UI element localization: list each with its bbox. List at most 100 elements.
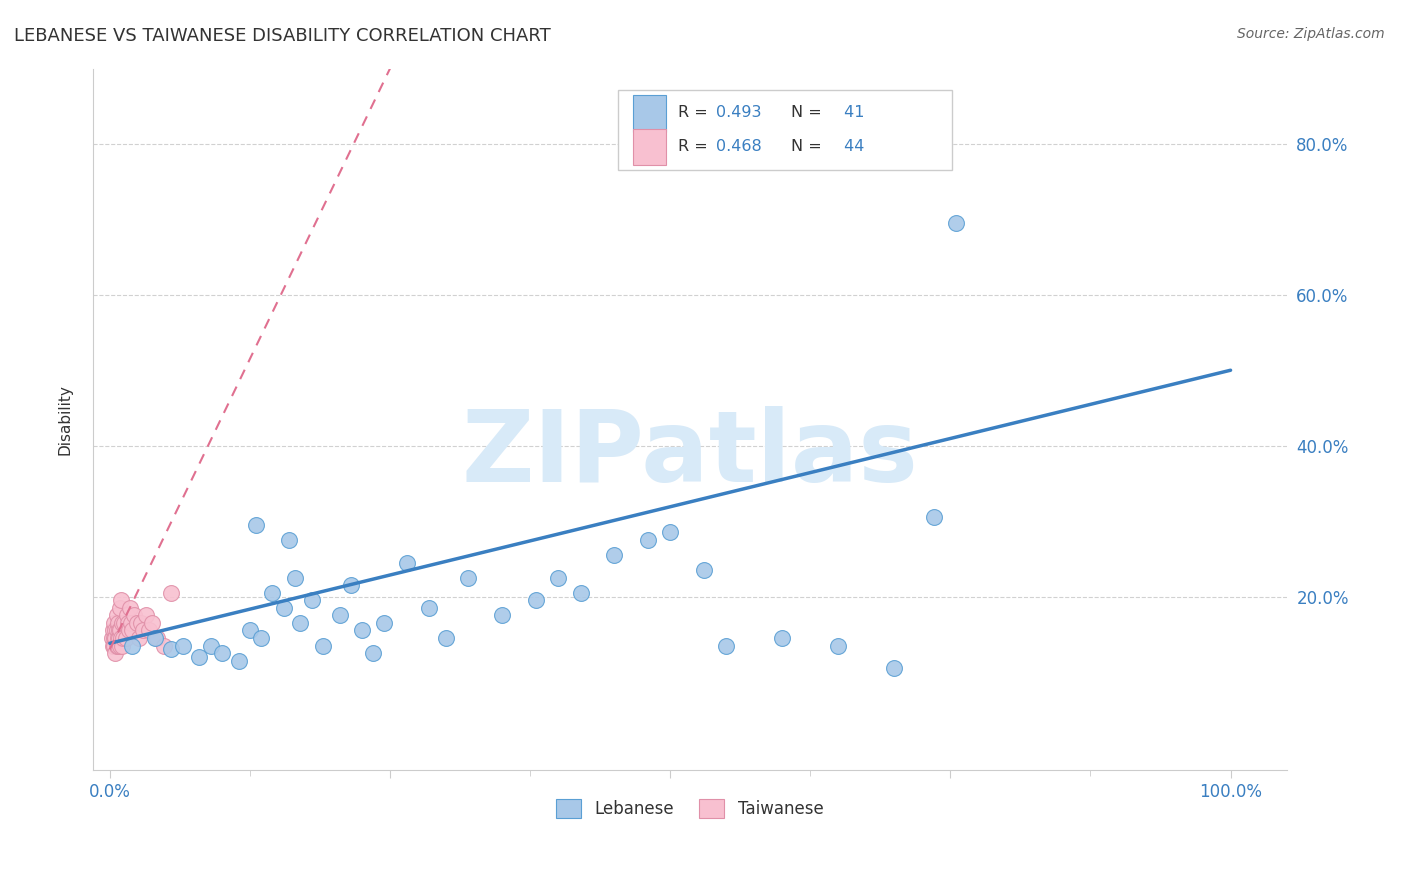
Point — [329, 608, 352, 623]
Point — [107, 631, 129, 645]
Point — [111, 639, 134, 653]
Text: 0.468: 0.468 — [716, 139, 762, 154]
Point — [112, 631, 135, 645]
Point — [141, 615, 163, 630]
Text: Source: ZipAtlas.com: Source: ZipAtlas.com — [1237, 27, 1385, 41]
Point — [603, 548, 626, 562]
Point — [146, 631, 169, 645]
Point — [569, 586, 592, 600]
Text: R =: R = — [678, 139, 713, 154]
Point — [339, 578, 361, 592]
Point — [457, 571, 479, 585]
Point — [108, 624, 131, 638]
Point — [524, 593, 547, 607]
Point — [105, 624, 128, 638]
Point — [200, 639, 222, 653]
Point — [107, 639, 129, 653]
Point — [103, 631, 125, 645]
FancyBboxPatch shape — [619, 89, 952, 170]
Point — [104, 624, 127, 638]
Legend: Lebanese, Taiwanese: Lebanese, Taiwanese — [550, 793, 830, 825]
Point — [105, 639, 128, 653]
Point — [117, 615, 139, 630]
Text: LEBANESE VS TAIWANESE DISABILITY CORRELATION CHART: LEBANESE VS TAIWANESE DISABILITY CORRELA… — [14, 27, 551, 45]
Point — [491, 608, 513, 623]
Point — [245, 517, 267, 532]
Point — [118, 624, 141, 638]
Point — [312, 639, 335, 653]
Point — [128, 631, 150, 645]
Point — [135, 608, 157, 623]
Text: 0.493: 0.493 — [716, 105, 762, 120]
Point — [124, 608, 146, 623]
Point — [262, 586, 284, 600]
Point — [693, 563, 716, 577]
Point — [211, 646, 233, 660]
Point — [110, 593, 132, 607]
Point — [112, 615, 135, 630]
Point — [108, 639, 131, 653]
Point — [250, 631, 273, 645]
FancyBboxPatch shape — [633, 95, 666, 132]
Point — [716, 639, 738, 653]
Point — [129, 615, 152, 630]
Point — [361, 646, 384, 660]
Point — [547, 571, 569, 585]
Point — [160, 642, 183, 657]
Point — [143, 631, 166, 645]
Point — [922, 510, 945, 524]
Point — [883, 661, 905, 675]
Point — [103, 624, 125, 638]
Point — [434, 631, 457, 645]
Point — [637, 533, 659, 547]
Point — [172, 639, 194, 653]
Point — [120, 615, 142, 630]
Point — [659, 525, 682, 540]
Point — [278, 533, 301, 547]
Point — [108, 600, 131, 615]
Point — [110, 631, 132, 645]
Point — [107, 631, 129, 645]
Point — [152, 639, 174, 653]
Point — [107, 615, 129, 630]
Point — [290, 615, 312, 630]
Point — [101, 631, 124, 645]
Text: ZIPatlas: ZIPatlas — [461, 406, 918, 503]
Point — [138, 624, 160, 638]
Point — [770, 631, 793, 645]
Point — [284, 571, 307, 585]
Point — [104, 631, 127, 645]
Text: N =: N = — [792, 105, 827, 120]
Point — [945, 216, 967, 230]
Point — [121, 639, 143, 653]
Point — [125, 615, 148, 630]
Point — [104, 646, 127, 660]
Point — [239, 624, 262, 638]
Point — [418, 600, 440, 615]
Point — [350, 624, 373, 638]
Text: N =: N = — [792, 139, 827, 154]
Point — [105, 608, 128, 623]
Point — [103, 615, 125, 630]
Text: R =: R = — [678, 105, 713, 120]
Point — [118, 600, 141, 615]
Point — [273, 600, 295, 615]
Point — [160, 586, 183, 600]
Point — [188, 649, 211, 664]
FancyBboxPatch shape — [633, 128, 666, 165]
Text: 41: 41 — [839, 105, 865, 120]
Point — [103, 639, 125, 653]
Point — [395, 556, 418, 570]
Point — [132, 624, 155, 638]
Point — [111, 615, 134, 630]
Point — [103, 639, 125, 653]
Text: 44: 44 — [839, 139, 865, 154]
Point — [827, 639, 849, 653]
Point — [301, 593, 323, 607]
Point — [373, 615, 395, 630]
Point — [114, 631, 136, 645]
Point — [228, 654, 250, 668]
Point — [121, 624, 143, 638]
Point — [115, 608, 138, 623]
Point — [107, 624, 129, 638]
